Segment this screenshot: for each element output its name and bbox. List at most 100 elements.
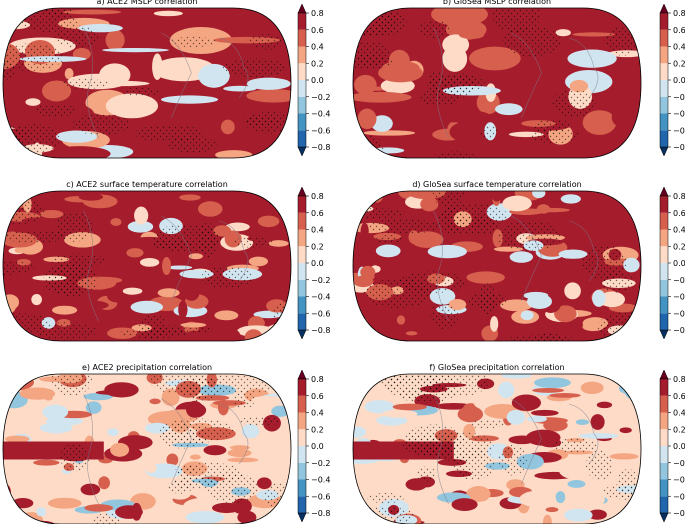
map-blob <box>353 335 377 341</box>
colorbar-tick-label: 0.4 <box>673 226 685 235</box>
colorbar-tick-label: −0.8 <box>311 326 330 335</box>
map-blob <box>104 382 139 398</box>
colorbar-tick-label: −0.6 <box>311 492 330 501</box>
panel: b) GloSea MSLP correlation −0.8 −0.6 −0.4 −0… <box>352 0 685 159</box>
map-blob <box>189 454 201 460</box>
stipple <box>198 222 219 258</box>
stipple <box>167 479 193 494</box>
map-blob <box>223 85 257 92</box>
map-blob <box>268 240 289 247</box>
stipple <box>245 111 291 134</box>
map-blob <box>12 498 34 509</box>
map-blob <box>157 288 180 298</box>
map-blob <box>526 415 547 423</box>
map-blob <box>423 109 490 123</box>
map-blob <box>626 374 641 384</box>
map-blob <box>520 285 530 295</box>
map-blob <box>560 194 581 204</box>
colorbar-bin <box>660 63 668 80</box>
panel-title: b) GloSea MSLP correlation <box>443 0 551 6</box>
stipple <box>604 26 641 56</box>
stipple <box>398 271 466 294</box>
colorbar-bin <box>660 296 668 314</box>
colorbar-tick-label: 0.0 <box>311 76 324 85</box>
map-blob <box>466 271 505 284</box>
map-blob <box>267 191 281 196</box>
colorbar-extend <box>659 512 669 523</box>
map-blob <box>162 256 172 275</box>
stipple <box>418 20 452 39</box>
map-blob <box>105 29 125 51</box>
colorbar-tick-label: 0.0 <box>673 442 685 451</box>
map-blob <box>405 331 418 336</box>
map-blob <box>107 289 127 303</box>
stipple <box>168 36 217 48</box>
map-field <box>353 8 641 158</box>
map-blob <box>145 462 157 473</box>
map-blob <box>578 432 619 439</box>
map-outline <box>2 190 292 342</box>
map-blob <box>183 286 200 301</box>
map-blob <box>183 497 221 516</box>
map-blob <box>63 9 122 15</box>
map-blob <box>555 29 571 37</box>
map-blob <box>618 382 638 395</box>
colorbar-tick-label: −0.8 <box>311 143 330 152</box>
colorbar-bin <box>298 130 306 147</box>
map-blob <box>509 251 534 263</box>
stipple <box>92 512 122 524</box>
map-blob <box>110 218 122 226</box>
stipple <box>365 218 441 234</box>
stipple <box>119 328 187 339</box>
map-blob <box>31 293 42 306</box>
stipple <box>397 385 455 403</box>
colorbar-tick-label: −0.4 <box>673 476 685 485</box>
map-blob <box>624 384 641 401</box>
panel: e) ACE2 precipitation correlation −0.8 −0.… <box>2 363 330 525</box>
map-blob <box>469 46 521 71</box>
colorbar-tick-label: 0.4 <box>673 409 685 418</box>
stipple <box>188 382 208 402</box>
map-blob <box>592 289 606 307</box>
map-blob <box>267 259 291 267</box>
colorbar-bin <box>660 446 668 463</box>
colorbar-bin <box>298 63 306 80</box>
map-blob <box>197 201 223 217</box>
map-blob <box>354 74 377 95</box>
colorbar-bin <box>660 113 668 131</box>
map-blob <box>214 104 259 121</box>
map-blob <box>260 478 269 487</box>
colorbar-bin <box>298 229 306 247</box>
colorbar-tick-label: 0.4 <box>311 43 324 52</box>
colorbar-bin <box>298 296 306 314</box>
map-blob <box>442 34 470 55</box>
map-blob <box>85 401 102 414</box>
map-blob <box>532 191 546 199</box>
colorbar-tick-label: −0.4 <box>673 110 685 119</box>
colorbar-bin <box>660 429 668 446</box>
map-blob <box>257 215 280 228</box>
map-blob <box>80 483 101 496</box>
stipple <box>430 302 459 329</box>
colorbar-tick-label: −0.8 <box>673 326 685 335</box>
map-blob <box>25 98 41 106</box>
map-field <box>3 374 291 524</box>
stipple <box>201 265 253 289</box>
stipple <box>419 89 459 107</box>
colorbar-tick-label: 0.6 <box>311 209 324 218</box>
map-blob <box>590 414 605 430</box>
map-blob <box>3 376 26 383</box>
colorbar-tick-label: 0.6 <box>673 26 685 35</box>
colorbar-tick-label: −0.2 <box>673 459 685 468</box>
stipple <box>375 234 403 245</box>
map-blob <box>102 47 169 53</box>
map-blob <box>427 244 467 259</box>
map-blob <box>229 329 241 341</box>
map-blob <box>539 268 551 276</box>
stipple <box>222 58 288 78</box>
panel-title: c) ACE2 surface temperature correlation <box>66 180 228 189</box>
colorbar-bin <box>298 313 306 330</box>
stipple <box>423 431 494 461</box>
map-blob <box>178 300 188 319</box>
colorbar-tick-label: −0.4 <box>311 293 330 302</box>
